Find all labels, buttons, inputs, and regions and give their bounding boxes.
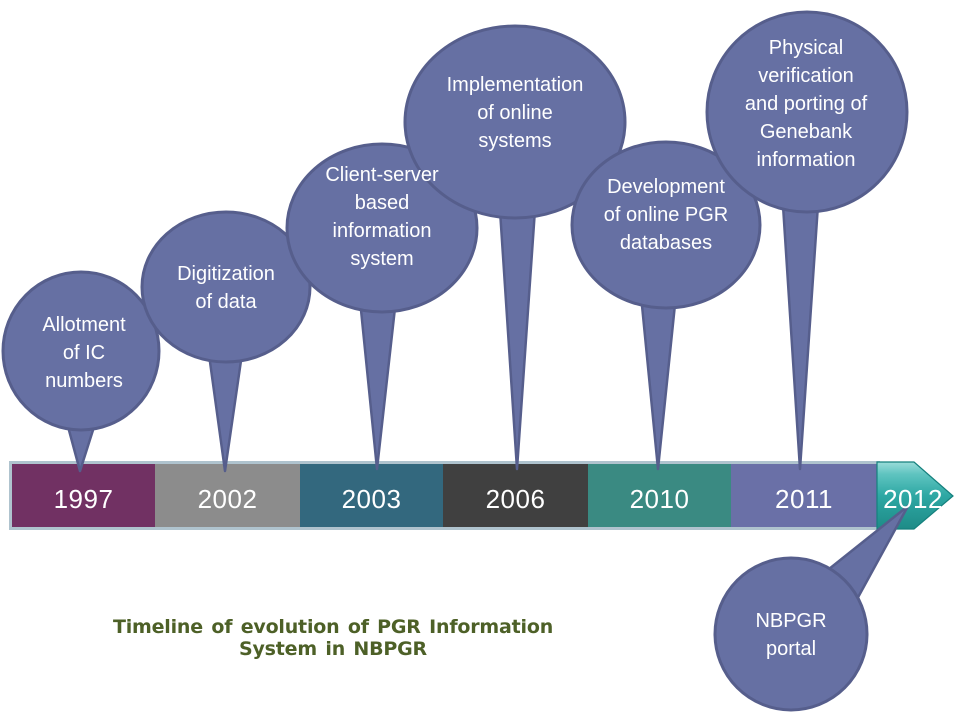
segment-2010 [588, 464, 731, 527]
segment-2003 [300, 464, 443, 527]
bubble-tail-2011 [780, 188, 821, 471]
segment-arrow-2012 [876, 461, 954, 530]
bubble-2003 [285, 142, 479, 314]
bubble-tail-2003 [357, 288, 399, 471]
bubble-nbpgr-portal [713, 556, 869, 712]
bubble-2006 [403, 24, 627, 220]
bubble-1997 [1, 270, 161, 432]
bubble-2010 [570, 140, 762, 310]
bubble-2002 [140, 210, 312, 364]
bubble-2011 [705, 10, 909, 214]
segment-2002 [155, 464, 300, 527]
bubble-tail-2006 [497, 193, 538, 471]
bubble-tail-2010 [638, 283, 679, 471]
segment-1997 [12, 464, 155, 527]
segment-2011 [731, 464, 877, 527]
segment-2006 [443, 464, 588, 527]
